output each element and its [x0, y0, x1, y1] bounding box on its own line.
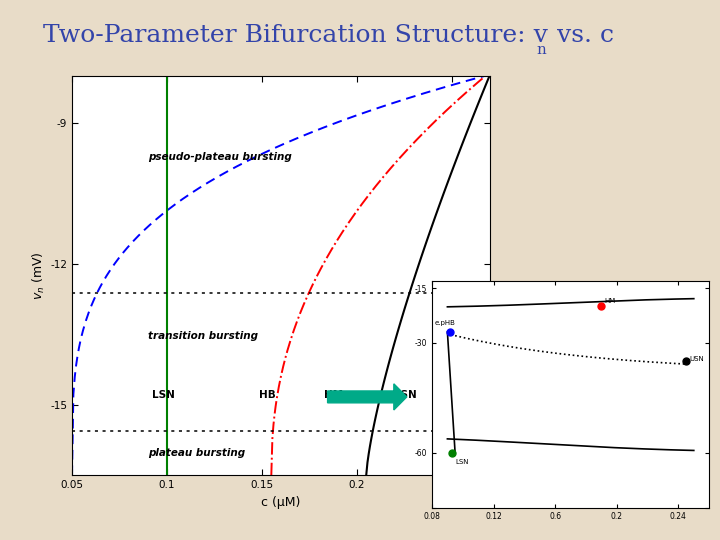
Text: HB: HB — [259, 390, 276, 400]
Y-axis label: $v_n$ (mV): $v_n$ (mV) — [31, 251, 48, 300]
Text: HM: HM — [325, 390, 343, 400]
Text: n: n — [536, 43, 546, 57]
Text: transition bursting: transition bursting — [148, 331, 258, 341]
Text: e.pHB: e.pHB — [435, 320, 456, 326]
Text: LSN: LSN — [455, 458, 469, 465]
Text: HM: HM — [605, 298, 616, 303]
Text: pseudo-plateau bursting: pseudo-plateau bursting — [148, 152, 292, 162]
Text: USN: USN — [689, 356, 704, 362]
Text: USN: USN — [392, 390, 417, 400]
X-axis label: c (μM): c (μM) — [261, 496, 300, 509]
Text: LSN: LSN — [152, 390, 174, 400]
Text: Two-Parameter Bifurcation Structure: v: Two-Parameter Bifurcation Structure: v — [43, 24, 548, 46]
Text: vs. c: vs. c — [549, 24, 613, 46]
Text: plateau bursting: plateau bursting — [148, 448, 245, 458]
